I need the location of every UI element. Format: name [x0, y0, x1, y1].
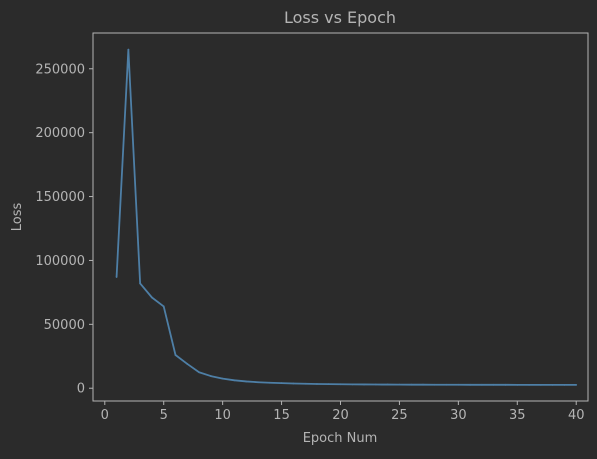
data-point	[563, 383, 566, 386]
data-point	[209, 375, 212, 377]
data-point	[422, 383, 424, 386]
data-point	[410, 383, 413, 386]
y-tick-label: 150000	[35, 190, 85, 205]
plot-frame	[92, 32, 589, 402]
data-point	[386, 383, 389, 386]
data-point	[186, 363, 189, 365]
x-tick-label: 0	[101, 408, 109, 423]
data-point	[233, 379, 236, 382]
x-tick-label: 20	[332, 408, 349, 423]
data-point	[280, 382, 283, 385]
data-point	[504, 383, 507, 386]
x-tick-label: 30	[450, 408, 467, 423]
y-axis: 0 50000 100000 150000 200000 250000	[35, 62, 93, 397]
data-point	[151, 296, 153, 299]
y-tick-label: 50000	[44, 318, 85, 333]
data-point	[174, 354, 177, 356]
data-point	[268, 381, 271, 384]
data-point	[316, 383, 318, 385]
x-axis-label: Epoch Num	[303, 431, 378, 446]
x-tick-label: 5	[160, 408, 168, 423]
data-point	[127, 48, 130, 51]
data-point	[304, 382, 307, 385]
data-point	[539, 383, 542, 386]
data-point	[492, 383, 495, 386]
y-axis-label: Loss	[10, 203, 25, 232]
data-point	[445, 383, 448, 386]
y-tick-label: 100000	[35, 254, 85, 269]
data-point	[481, 383, 483, 386]
x-tick-label: 25	[391, 408, 408, 423]
data-point	[469, 383, 472, 386]
data-point	[162, 305, 165, 308]
data-point	[528, 383, 530, 386]
y-tick-label: 200000	[35, 126, 85, 141]
series-layer	[115, 48, 578, 386]
data-point	[257, 381, 259, 384]
y-tick-label: 250000	[35, 62, 85, 77]
data-point	[551, 383, 554, 386]
data-point	[433, 383, 436, 386]
x-tick-label: 15	[273, 408, 290, 423]
data-point	[457, 383, 460, 386]
data-point	[398, 383, 401, 386]
chart-title: Loss vs Epoch	[284, 8, 396, 27]
data-point	[575, 384, 578, 386]
loss-series-line	[115, 48, 577, 386]
data-point	[292, 382, 295, 385]
data-point	[221, 377, 224, 380]
data-point	[327, 383, 330, 386]
data-point	[198, 371, 200, 374]
data-point	[516, 383, 519, 386]
x-tick-label: 35	[509, 408, 526, 423]
data-point	[374, 383, 377, 386]
data-point	[245, 380, 248, 383]
data-point	[351, 383, 354, 386]
data-point	[339, 383, 342, 386]
data-point	[115, 276, 118, 278]
x-axis: 0 5 10 15 20 25 30 35 40	[101, 401, 585, 423]
y-tick-label: 0	[77, 382, 85, 397]
data-point	[139, 282, 142, 285]
data-point	[363, 383, 365, 386]
x-tick-label: 10	[214, 408, 231, 423]
x-tick-label: 40	[568, 408, 585, 423]
